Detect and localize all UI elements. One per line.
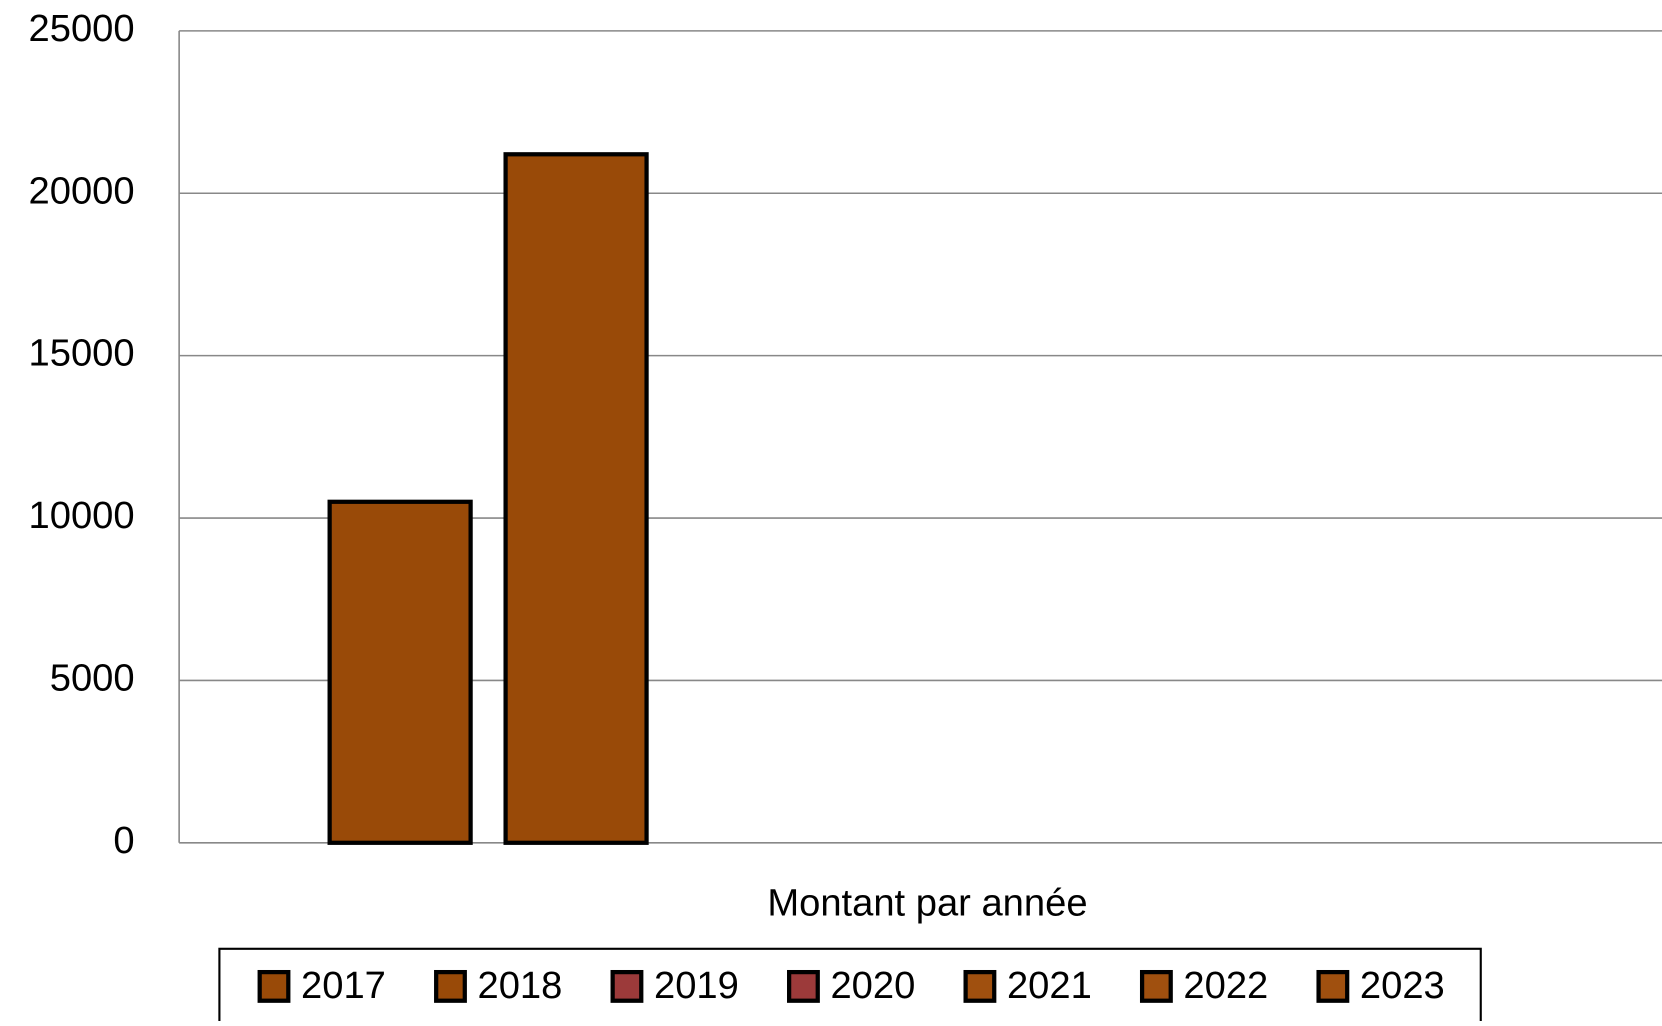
x-axis-label: Montant par année (767, 881, 1087, 924)
legend-swatch (1139, 969, 1173, 1003)
y-tick-label: 20000 (29, 169, 135, 212)
y-tick-label: 15000 (29, 332, 135, 375)
bar (327, 499, 473, 845)
legend-swatch (963, 969, 997, 1003)
legend-swatch (434, 969, 467, 1003)
legend-label: 2018 (478, 964, 563, 1007)
y-tick-label: 5000 (50, 656, 135, 699)
legend-label: 2020 (830, 964, 915, 1007)
y-tick-label: 10000 (29, 494, 135, 537)
bar (503, 152, 649, 845)
legend-label: 2017 (301, 964, 386, 1007)
legend-swatch (610, 969, 644, 1003)
y-tick-label: 0 (113, 819, 134, 862)
legend-label: 2022 (1183, 964, 1268, 1007)
legend-box (218, 947, 1482, 1026)
legend-swatch (257, 969, 291, 1003)
legend-swatch (787, 969, 820, 1003)
legend-swatch (1316, 969, 1350, 1003)
legend-label: 2021 (1007, 964, 1092, 1007)
legend-label: 2019 (654, 964, 739, 1007)
legend-label: 2023 (1360, 964, 1445, 1007)
y-tick-label: 25000 (29, 7, 135, 50)
